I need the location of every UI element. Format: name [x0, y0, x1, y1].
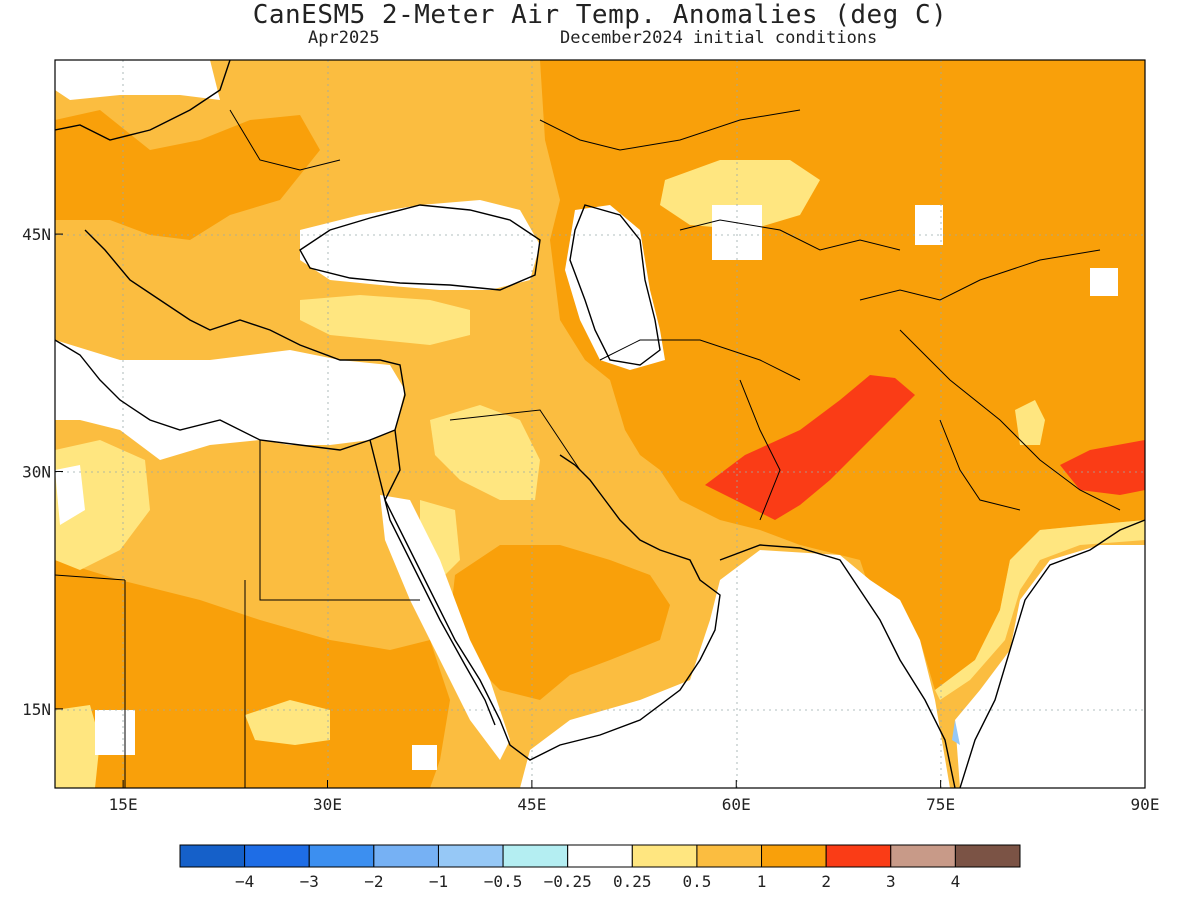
x-axis-ticks: 15E 30E 45E 60E 75E 90E: [109, 780, 1160, 814]
x-tick-label: 60E: [722, 795, 751, 814]
near-normal-region-red-sea: [380, 495, 510, 760]
country-borders: [55, 109, 1121, 788]
near-normal-region-caspian: [565, 205, 665, 370]
colorbar-label: −2: [364, 872, 383, 891]
map-frame: [54, 59, 1146, 789]
map-area: [55, 60, 1145, 788]
colorbar: −4 −3 −2 −1 −0.5 −0.25 0.25 0.5 1 2 3 4: [179, 844, 1021, 891]
colorbar-label: −0.5: [484, 872, 523, 891]
colorbar-label: −3: [300, 872, 319, 891]
forecast-month: Apr2025: [308, 28, 380, 48]
x-tick-label: 15E: [109, 795, 138, 814]
near-normal-region-black-sea: [300, 200, 540, 290]
colorbar-swatch: [437, 844, 504, 868]
anomaly-0.25-region-tibet: [1015, 400, 1045, 445]
x-tick-label: 90E: [1131, 795, 1160, 814]
y-tick-label: 30N: [22, 462, 51, 481]
colorbar-swatch: [502, 844, 569, 868]
colorbar-swatch: [373, 844, 439, 868]
near-normal-region-bay-of-bengal: [955, 545, 1145, 788]
colorbar-swatch: [890, 844, 956, 868]
colorbar-swatch: [244, 844, 310, 868]
anomaly-1-region-arabia: [450, 545, 670, 700]
x-tick-label: 75E: [926, 795, 955, 814]
colorbar-swatch: [308, 844, 375, 868]
colorbar-label: 0.25: [613, 872, 652, 891]
colorbar-label: 0.5: [682, 872, 711, 891]
near-normal-region-balkhash: [915, 205, 943, 245]
anomaly-1-region-europe: [55, 110, 320, 240]
x-tick-label: 45E: [517, 795, 546, 814]
colorbar-label: −4: [235, 872, 254, 891]
graticule: [55, 60, 1145, 788]
near-normal-region-north-europe: [55, 60, 220, 100]
near-normal-region-aral: [712, 205, 762, 260]
map-title: CanESM5 2-Meter Air Temp. Anomalies (deg…: [252, 0, 948, 30]
colorbar-swatch: [825, 844, 892, 868]
anomaly-0.25-region-india: [935, 520, 1145, 700]
x-tick-label: 30E: [313, 795, 342, 814]
anomaly-0.25-region-west-africa: [55, 705, 100, 788]
anomaly-2-region-pakistan: [705, 375, 915, 520]
colorbar-label: 4: [951, 872, 961, 891]
coastlines: [55, 60, 1145, 788]
near-normal-region-mediterranean: [55, 340, 405, 460]
near-normal-region-xinjiang: [1090, 268, 1118, 296]
anomaly-0.25-region-turkey: [300, 295, 470, 345]
anomaly-2-region-tibet: [1060, 440, 1145, 495]
anomaly-0.25-region-arabia-north: [430, 405, 540, 500]
colorbar-swatch: [696, 844, 763, 868]
y-tick-label: 45N: [22, 225, 51, 244]
near-normal-region-arabian-sea: [520, 550, 950, 788]
near-normal-region-eritrea: [412, 745, 437, 770]
near-normal-region-chad: [95, 710, 135, 755]
colorbar-swatch: [179, 844, 246, 868]
colorbar-swatch: [954, 844, 1021, 868]
colorbar-label: 3: [886, 872, 896, 891]
colorbar-swatch: [761, 844, 827, 868]
colorbar-label: −1: [429, 872, 448, 891]
colorbar-label: −0.25: [544, 872, 592, 891]
near-normal-region-algeria: [55, 465, 85, 525]
anomaly-0.25-region-sudan: [245, 700, 330, 745]
anomaly-0.25-region-kazakhstan: [660, 160, 820, 230]
y-tick-label: 15N: [22, 700, 51, 719]
colorbar-label: 1: [757, 872, 767, 891]
colorbar-swatch: [631, 844, 698, 868]
colorbar-swatch: [567, 844, 633, 868]
anomaly-negative-spot: [952, 720, 960, 745]
initial-conditions-label: December2024 initial conditions: [560, 28, 878, 48]
colorbar-label: 2: [821, 872, 831, 891]
anomaly-1-region-africa: [55, 560, 450, 788]
y-axis-ticks: 15N 30N 45N: [22, 225, 63, 719]
